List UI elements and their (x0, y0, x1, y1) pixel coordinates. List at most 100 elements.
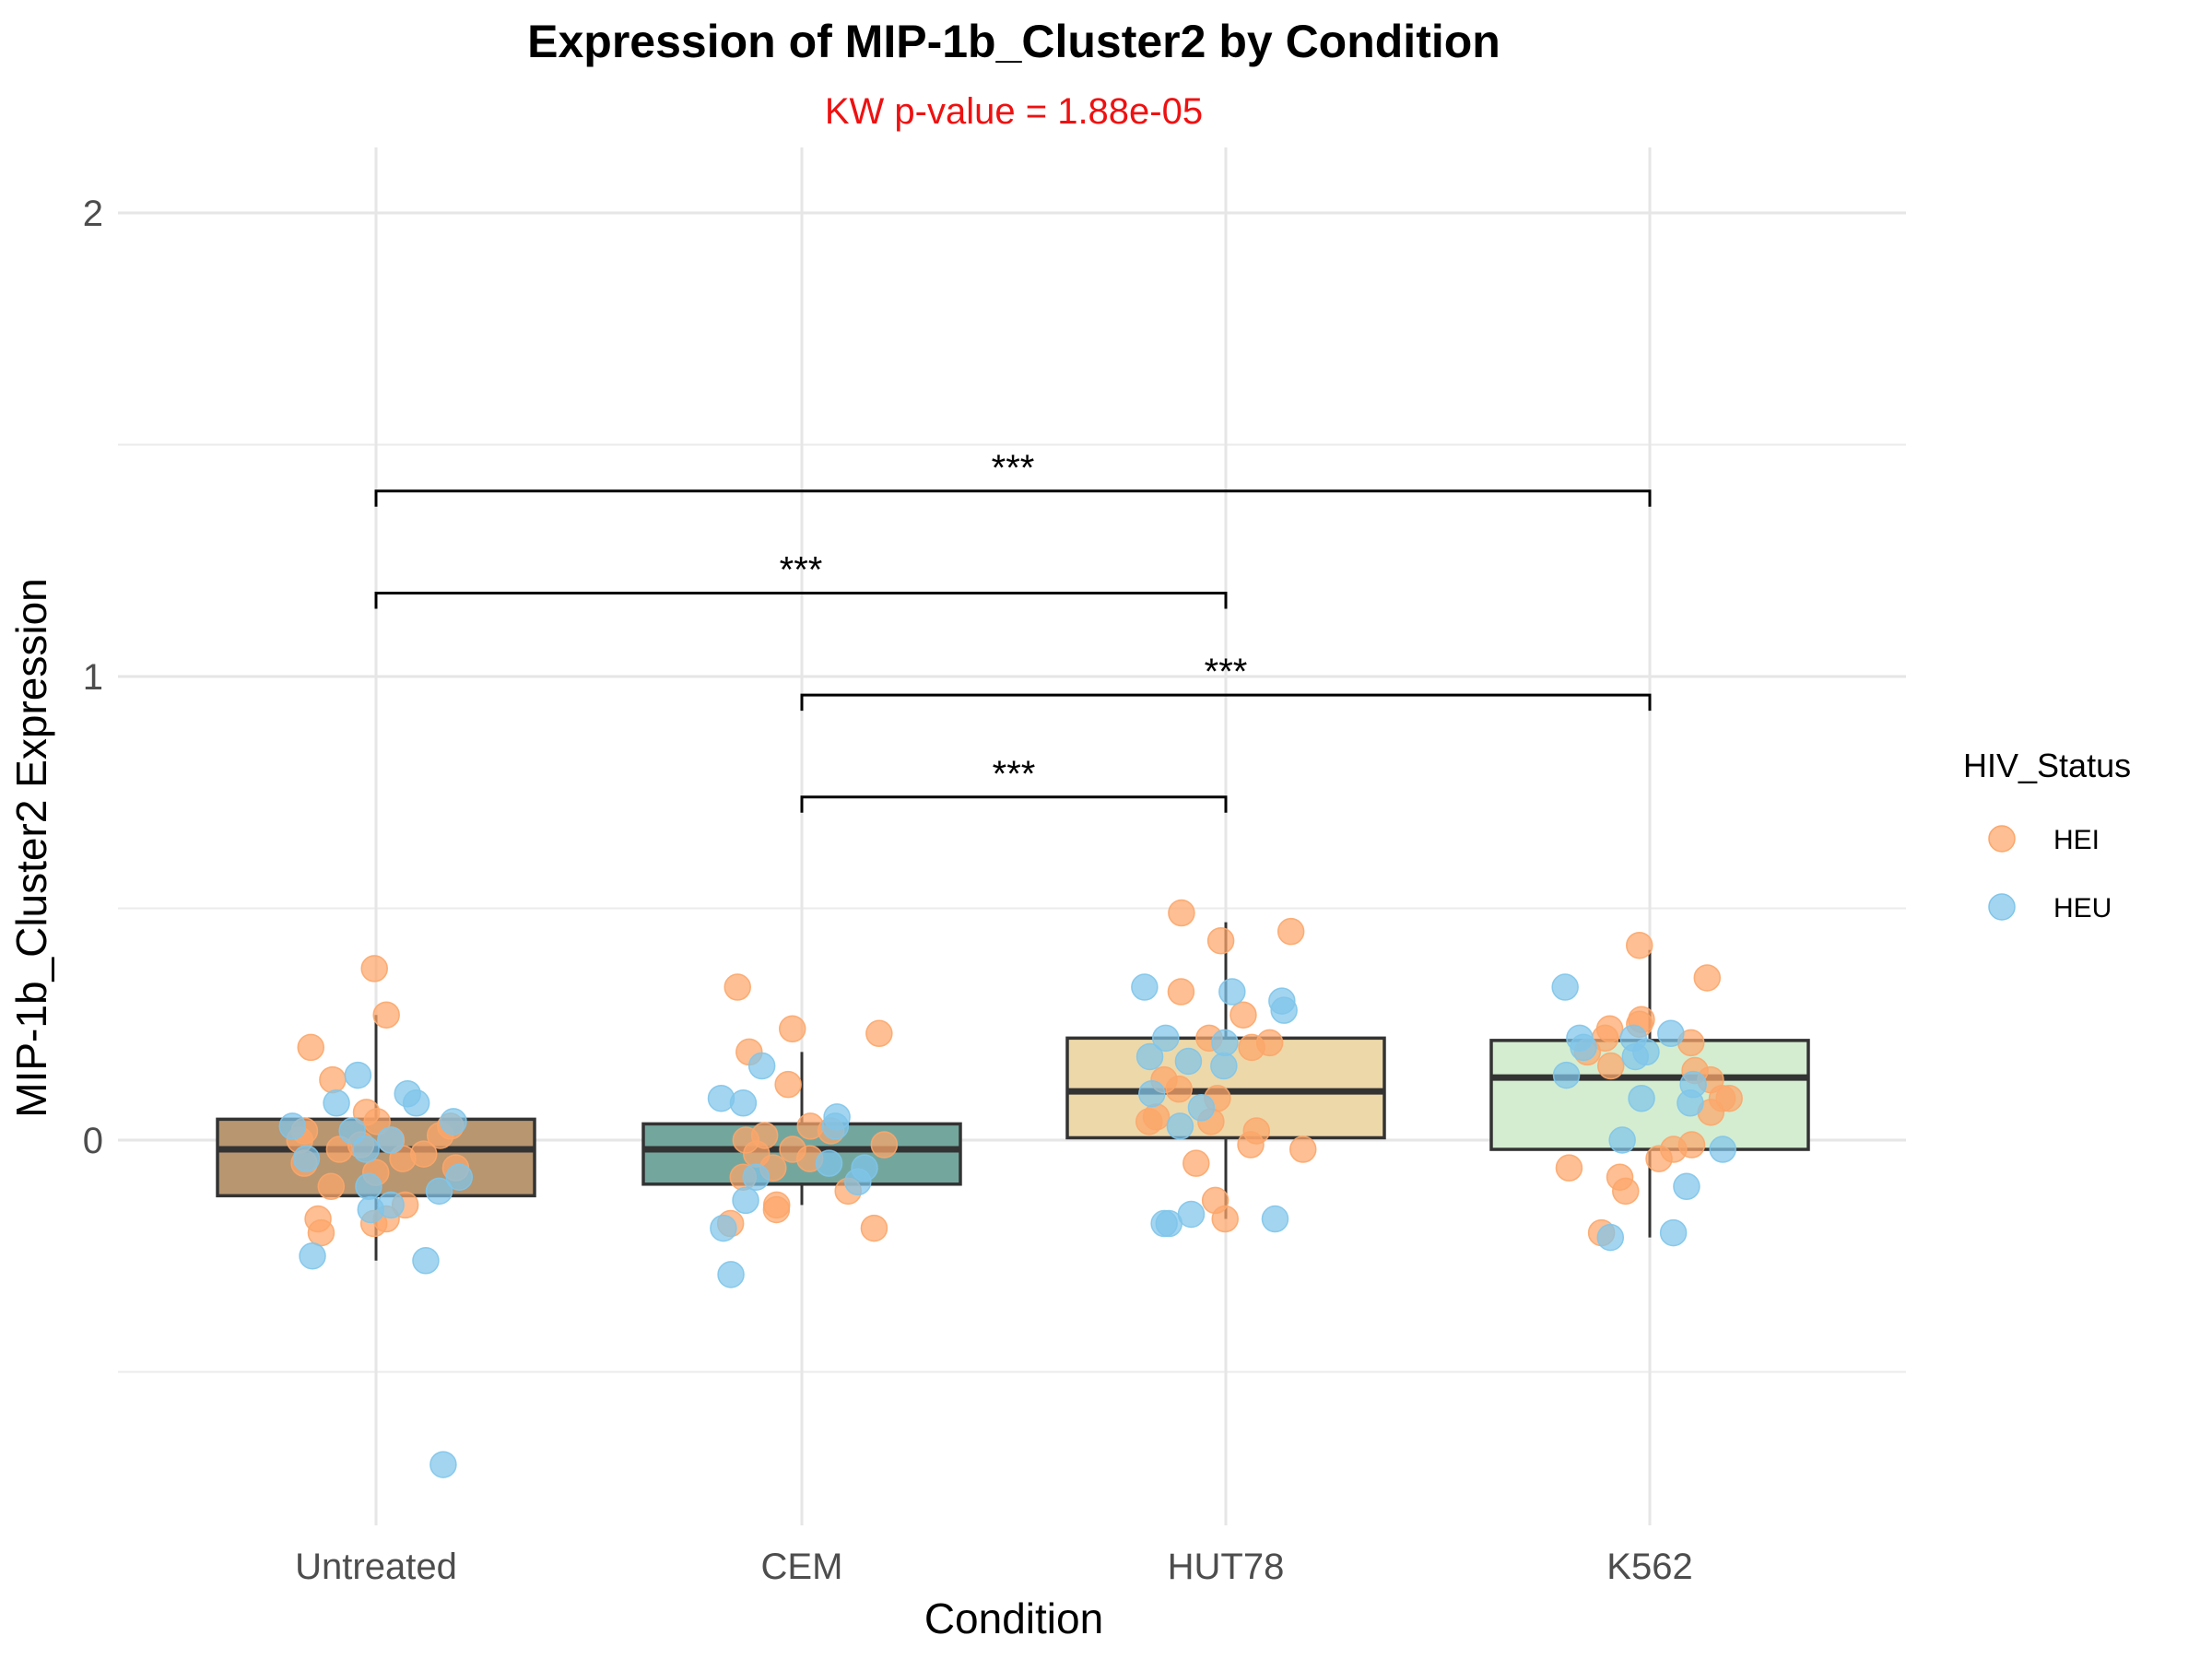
point-heu (1211, 1029, 1239, 1057)
x-tick-label: Untreated (295, 1547, 457, 1587)
point-heu (717, 1261, 745, 1288)
point-hei (1230, 1001, 1257, 1029)
point-heu (1138, 1079, 1166, 1108)
significance-bracket (800, 693, 1652, 712)
point-heu (440, 1108, 467, 1135)
point-heu (299, 1242, 326, 1270)
point-hei (325, 1135, 354, 1163)
point-hei (372, 1001, 400, 1029)
point-hei (319, 1065, 347, 1094)
point-hei (363, 1108, 391, 1135)
significance-label: *** (780, 549, 823, 590)
point-hei (860, 1214, 888, 1242)
point-hei (1277, 917, 1305, 946)
point-heu (292, 1145, 321, 1172)
point-hei (1206, 926, 1235, 955)
point-hei (1211, 1205, 1239, 1233)
point-heu (732, 1186, 759, 1215)
point-hei (762, 1195, 791, 1224)
point-hei (360, 955, 388, 982)
point-heu (1152, 1024, 1180, 1053)
point-hei (317, 1172, 346, 1201)
point-hei (1237, 1131, 1265, 1159)
legend: HIV_Status HEI HEU (1963, 747, 2131, 924)
point-hei (724, 973, 751, 1001)
x-axis-label: Condition (924, 1594, 1103, 1642)
legend-swatch-heu (1988, 893, 2016, 921)
point-hei (778, 1015, 806, 1043)
point-hei (1555, 1154, 1583, 1182)
point-heu (1218, 978, 1246, 1006)
point-heu (707, 1084, 735, 1112)
point-hei (1289, 1135, 1317, 1163)
point-heu (352, 1135, 380, 1163)
y-axis-label: MIP-1b_Cluster2 Expression (7, 578, 55, 1117)
point-heu (1621, 1042, 1650, 1071)
y-tick-label: 2 (83, 194, 103, 234)
point-heu (355, 1172, 382, 1201)
point-heu (815, 1149, 843, 1177)
point-heu (412, 1247, 440, 1275)
point-heu (344, 1061, 372, 1089)
point-hei (1596, 1052, 1625, 1080)
point-heu (278, 1112, 307, 1140)
point-heu (1174, 1047, 1203, 1076)
chart-title: Expression of MIP-1b_Cluster2 by Conditi… (527, 16, 1500, 67)
point-hei (865, 1019, 893, 1048)
point-hei (870, 1131, 899, 1159)
point-heu (729, 1089, 758, 1117)
point-heu (1552, 1061, 1581, 1089)
point-hei (297, 1033, 324, 1062)
point-heu (1187, 1094, 1216, 1122)
point-hei (1238, 1033, 1265, 1062)
point-heu (1210, 1052, 1238, 1080)
point-hei (307, 1218, 335, 1247)
point-heu (747, 1052, 776, 1080)
legend-label-hei: HEI (2053, 825, 2100, 855)
axis-ticks: 0 1 2 Untreated CEM HUT78 K562 (83, 194, 1693, 1587)
point-heu (1673, 1172, 1700, 1201)
point-hei (1645, 1145, 1673, 1172)
point-heu (1166, 1112, 1194, 1140)
point-hei (1167, 978, 1195, 1006)
chart-subtitle: KW p-value = 1.88e-05 (825, 91, 1203, 132)
point-heu (1135, 1042, 1164, 1071)
box-plots (216, 922, 1810, 1261)
point-hei (774, 1070, 802, 1099)
point-heu (429, 1451, 457, 1478)
significance-label: *** (1205, 652, 1248, 692)
point-heu (445, 1163, 474, 1191)
point-hei (1135, 1108, 1163, 1135)
point-heu (1131, 973, 1159, 1001)
point-heu (1596, 1223, 1625, 1252)
point-heu (1270, 996, 1298, 1024)
y-tick-label: 1 (83, 657, 103, 698)
point-hei (1182, 1149, 1210, 1177)
point-heu (1551, 973, 1579, 1001)
point-hei (1165, 1075, 1193, 1103)
x-tick-label: HUT78 (1168, 1547, 1285, 1587)
point-heu (377, 1126, 405, 1154)
point-hei (1625, 931, 1653, 959)
legend-title: HIV_Status (1963, 747, 2131, 784)
point-heu (710, 1214, 737, 1242)
point-heu (402, 1089, 430, 1117)
point-heu (742, 1163, 771, 1191)
point-hei (1693, 964, 1722, 992)
point-heu (1570, 1033, 1597, 1062)
significance-bracket (800, 795, 1228, 813)
x-tick-label: K562 (1606, 1547, 1692, 1587)
point-heu (323, 1089, 350, 1117)
legend-label-heu: HEU (2053, 893, 2112, 924)
point-heu (357, 1195, 385, 1224)
point-heu (1657, 1019, 1685, 1048)
point-heu (1155, 1209, 1183, 1238)
significance-bracket (374, 591, 1228, 609)
grid-lines (118, 147, 1906, 1525)
significance-bracket (374, 489, 1652, 507)
data-points (278, 899, 1743, 1478)
point-heu (1608, 1126, 1636, 1154)
significance-label: *** (992, 448, 1035, 488)
x-tick-label: CEM (761, 1547, 843, 1587)
